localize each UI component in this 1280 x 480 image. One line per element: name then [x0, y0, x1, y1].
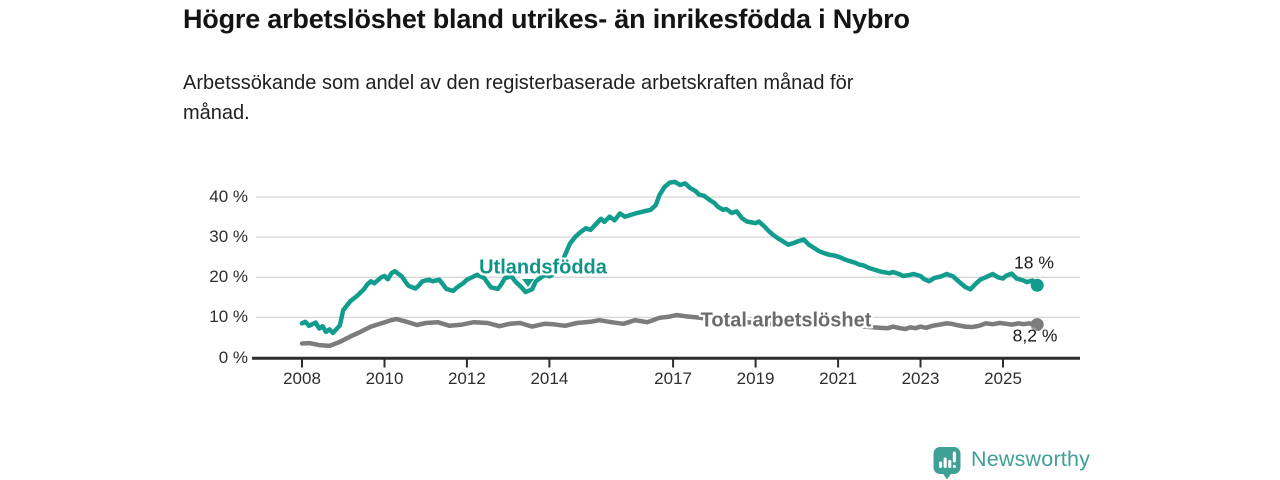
brand-name: Newsworthy [971, 446, 1091, 471]
newsworthy-logo: Newsworthy [932, 444, 1090, 480]
y-tick-label: 40 % [209, 187, 248, 206]
x-tick-label: 2023 [901, 369, 940, 388]
series-label-utlandsfodda: Utlandsfödda [479, 256, 607, 279]
x-tick-label: 2014 [530, 369, 569, 388]
y-tick-label: 0 % [218, 347, 248, 367]
x-tick-label: 2021 [819, 369, 857, 388]
x-tick-label: 2019 [736, 369, 775, 388]
chart-subtitle-line1: Arbetssökande som andel av den registerb… [183, 72, 854, 94]
series-end-dot-utlandsfodda [1030, 278, 1044, 292]
x-tick-label: 2017 [654, 369, 692, 388]
end-value-label-utlandsfodda: 18 % [1014, 252, 1054, 273]
chart-subtitle-line2: månad. [183, 102, 250, 124]
series-line-utlandsfodda [299, 179, 1040, 336]
y-tick-label: 30 % [209, 227, 248, 247]
x-tick-label: 2008 [283, 369, 321, 388]
x-tick-label: 2010 [365, 369, 404, 388]
chart-title: Högre arbetslöshet bland utrikes- än inr… [183, 4, 910, 34]
x-tick-label: 2012 [447, 369, 486, 388]
chart-subtitle: Arbetssökande som andel av den registerb… [183, 68, 1083, 128]
series-end-dot-total [1030, 318, 1044, 332]
series-line-total [299, 312, 1040, 349]
newsworthy-chart-bubble-icon [933, 447, 961, 480]
label-arrow-down-icon [522, 279, 534, 287]
y-tick-label: 20 % [209, 267, 248, 287]
series-label-total: Total arbetslöshet [700, 309, 872, 332]
end-value-label-total: 8,2 % [1012, 325, 1058, 346]
x-tick-label: 2025 [984, 369, 1022, 388]
y-tick-label: 10 % [209, 307, 248, 327]
